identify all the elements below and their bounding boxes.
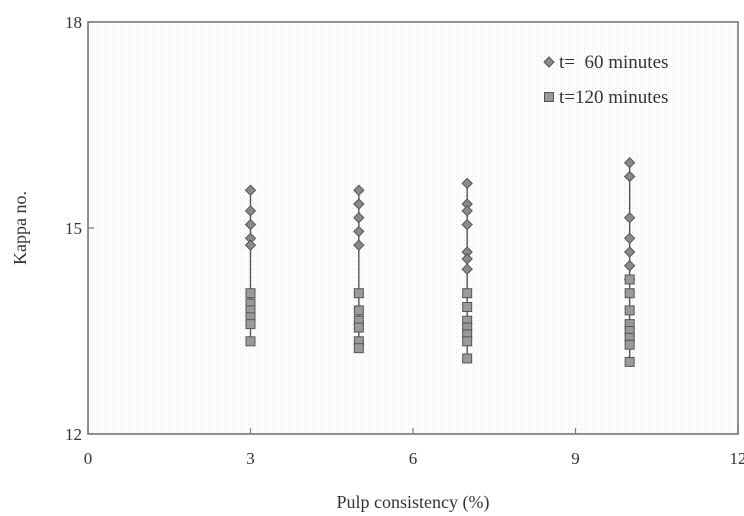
x-tick-label: 0 (84, 449, 93, 468)
data-point-t120 (353, 322, 364, 333)
data-point-t60 (623, 260, 636, 272)
data-point-t120 (353, 305, 364, 316)
legend-marker-t60 (543, 56, 555, 68)
y-axis-title: Kappa no. (10, 191, 30, 265)
data-point-t60 (623, 232, 636, 245)
data-point-t120 (462, 301, 473, 312)
data-point-t120 (462, 353, 473, 364)
data-point-t60 (461, 177, 473, 190)
data-point-t120 (624, 356, 635, 367)
y-tick-label: 12 (65, 425, 82, 444)
data-point-t120 (245, 319, 256, 330)
data-point-t120 (624, 288, 635, 299)
x-tick-label: 12 (730, 449, 744, 468)
data-point-t120 (462, 288, 473, 299)
data-point-t120 (353, 343, 364, 354)
x-tick-label: 9 (571, 449, 580, 468)
data-point-t60 (244, 239, 257, 251)
x-tick-label: 6 (409, 449, 418, 468)
data-point-t120 (245, 288, 256, 299)
data-point-t120 (353, 288, 364, 299)
data-point-t120 (624, 274, 635, 285)
data-point-t60 (461, 263, 473, 275)
x-tick-label: 3 (246, 449, 255, 468)
data-point-t60 (353, 239, 365, 251)
data-point-t120 (624, 305, 635, 316)
data-point-t120 (245, 336, 256, 347)
data-point-t60 (353, 198, 365, 210)
data-point-t60 (353, 211, 365, 224)
data-point-t60 (244, 184, 257, 196)
data-point-t120 (462, 336, 473, 347)
data-point-t60 (353, 225, 365, 238)
data-point-t60 (623, 211, 636, 224)
y-tick-label: 18 (65, 13, 82, 32)
data-point-t60 (244, 205, 257, 217)
data-point-t60 (244, 218, 257, 231)
data-point-t60 (461, 218, 473, 231)
data-point-t60 (623, 246, 636, 258)
data-point-t60 (623, 170, 636, 183)
data-point-t60 (461, 205, 473, 217)
x-axis-title: Pulp consistency (%) (337, 492, 490, 513)
legend-marker-t120 (544, 92, 554, 102)
legend-label-t120: t=120 minutes (559, 87, 668, 108)
data-point-t120 (624, 339, 635, 350)
legend-label-t60: t= 60 minutes (559, 52, 668, 73)
y-tick-label: 15 (65, 219, 82, 238)
data-point-t60 (623, 157, 636, 169)
data-point-t60 (353, 184, 365, 196)
plot-area (87, 21, 739, 435)
